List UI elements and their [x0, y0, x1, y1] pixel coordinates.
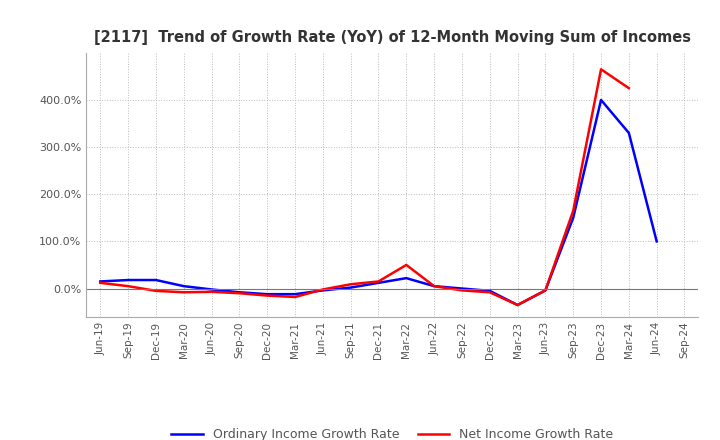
Ordinary Income Growth Rate	[458, 286, 467, 291]
Net Income Growth Rate	[207, 289, 216, 294]
Net Income Growth Rate	[291, 294, 300, 300]
Line: Ordinary Income Growth Rate: Ordinary Income Growth Rate	[100, 100, 657, 305]
Ordinary Income Growth Rate	[96, 279, 104, 284]
Net Income Growth Rate	[541, 288, 550, 293]
Net Income Growth Rate	[374, 279, 383, 284]
Ordinary Income Growth Rate	[263, 292, 271, 297]
Net Income Growth Rate	[235, 290, 243, 296]
Ordinary Income Growth Rate	[624, 130, 633, 136]
Net Income Growth Rate	[124, 283, 132, 289]
Net Income Growth Rate	[485, 290, 494, 295]
Ordinary Income Growth Rate	[124, 277, 132, 282]
Net Income Growth Rate	[318, 287, 327, 292]
Net Income Growth Rate	[152, 288, 161, 293]
Ordinary Income Growth Rate	[291, 292, 300, 297]
Net Income Growth Rate	[430, 283, 438, 289]
Net Income Growth Rate	[96, 280, 104, 286]
Title: [2117]  Trend of Growth Rate (YoY) of 12-Month Moving Sum of Incomes: [2117] Trend of Growth Rate (YoY) of 12-…	[94, 29, 691, 45]
Ordinary Income Growth Rate	[374, 280, 383, 286]
Ordinary Income Growth Rate	[597, 97, 606, 103]
Net Income Growth Rate	[402, 262, 410, 268]
Ordinary Income Growth Rate	[569, 215, 577, 220]
Ordinary Income Growth Rate	[152, 277, 161, 282]
Net Income Growth Rate	[569, 208, 577, 213]
Net Income Growth Rate	[513, 302, 522, 308]
Ordinary Income Growth Rate	[430, 283, 438, 289]
Legend: Ordinary Income Growth Rate, Net Income Growth Rate: Ordinary Income Growth Rate, Net Income …	[166, 423, 618, 440]
Ordinary Income Growth Rate	[207, 287, 216, 292]
Ordinary Income Growth Rate	[318, 288, 327, 293]
Ordinary Income Growth Rate	[652, 239, 661, 244]
Net Income Growth Rate	[179, 290, 188, 295]
Ordinary Income Growth Rate	[541, 288, 550, 293]
Net Income Growth Rate	[624, 85, 633, 91]
Ordinary Income Growth Rate	[235, 290, 243, 295]
Net Income Growth Rate	[458, 288, 467, 293]
Ordinary Income Growth Rate	[179, 283, 188, 289]
Net Income Growth Rate	[263, 293, 271, 298]
Line: Net Income Growth Rate: Net Income Growth Rate	[100, 69, 629, 305]
Ordinary Income Growth Rate	[402, 275, 410, 281]
Ordinary Income Growth Rate	[346, 285, 355, 290]
Ordinary Income Growth Rate	[485, 288, 494, 293]
Net Income Growth Rate	[346, 282, 355, 287]
Net Income Growth Rate	[597, 66, 606, 72]
Ordinary Income Growth Rate	[513, 302, 522, 308]
